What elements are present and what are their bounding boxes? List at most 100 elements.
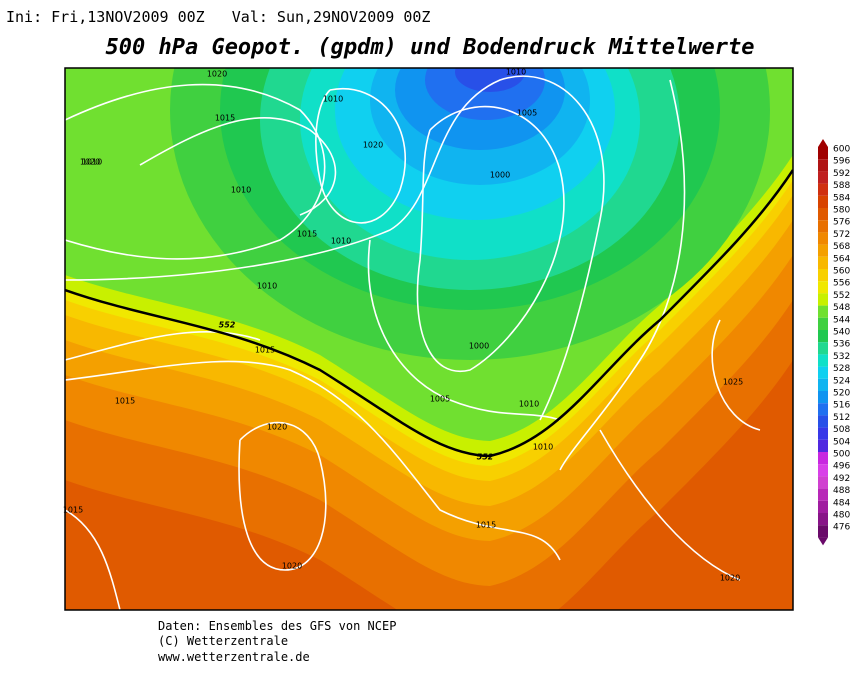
contour-label: 1010 — [82, 158, 102, 167]
colorbar-label: 596 — [833, 157, 850, 167]
colorbar-box — [818, 147, 828, 160]
contour-label: 1010 — [323, 95, 343, 104]
contour-label: 1010 — [506, 68, 526, 77]
contour-label: 1010 — [331, 237, 351, 246]
colorbar-label: 544 — [833, 315, 850, 325]
colorbar-label: 556 — [833, 279, 850, 289]
contour-label: 552 — [219, 321, 236, 330]
colorbar-box — [818, 366, 828, 379]
colorbar-box — [818, 293, 828, 306]
title: 500 hPa Geopot. (gpdm) und Bodendruck Mi… — [105, 35, 754, 60]
colorbar-label: 548 — [833, 303, 850, 313]
colorbar-cap — [818, 537, 828, 546]
colorbar-label: 500 — [833, 450, 850, 460]
colorbar-box — [818, 232, 828, 245]
colorbar-box — [818, 281, 828, 294]
colorbar-label: 568 — [833, 242, 850, 252]
contour-labels: 1020101510201010101010201015101010051000… — [63, 68, 743, 583]
colorbar-label: 536 — [833, 340, 850, 350]
colorbar-box — [818, 330, 828, 343]
colorbar-label: 476 — [833, 523, 850, 533]
colorbar-box — [818, 403, 828, 416]
colorbar-box — [818, 269, 828, 282]
colorbar-label: 564 — [833, 254, 850, 264]
colorbar-label: 572 — [833, 230, 850, 240]
contour-label: 1000 — [490, 171, 510, 180]
map-frame — [64, 67, 794, 611]
colorbar-label: 560 — [833, 267, 850, 277]
colorbar-box — [818, 476, 828, 489]
contour-label: 1005 — [517, 109, 537, 118]
colorbar-box — [818, 500, 828, 513]
colorbar-box — [818, 342, 828, 355]
colorbar-label: 600 — [833, 145, 850, 155]
colorbar-label: 580 — [833, 206, 850, 216]
colorbar-label: 540 — [833, 328, 850, 338]
colorbar-box — [818, 378, 828, 391]
contour-label: 1020 — [207, 70, 227, 79]
contour-label: 1015 — [297, 230, 317, 239]
colorbar-label: 524 — [833, 376, 850, 386]
colorbar-label: 504 — [833, 437, 850, 447]
colorbar-label: 492 — [833, 474, 850, 484]
contour-label: 552 — [477, 453, 494, 462]
colorbar-box — [818, 427, 828, 440]
colorbar-label: 528 — [833, 364, 850, 374]
band — [455, 68, 525, 92]
colorbar-box — [818, 464, 828, 477]
colorbar-label: 496 — [833, 462, 850, 472]
colorbar-box — [818, 256, 828, 269]
contour-label: 1015 — [476, 521, 496, 530]
footer-line: www.wetterzentrale.de — [158, 650, 310, 664]
run-info: Ini: Fri,13NOV2009 00Z Val: Sun,29NOV200… — [6, 8, 430, 26]
colorbar-label: 516 — [833, 401, 850, 411]
colorbar-box — [818, 159, 828, 172]
footer-line: Daten: Ensembles des GFS von NCEP — [158, 619, 396, 633]
colorbar-label: 512 — [833, 413, 850, 423]
isobars — [65, 75, 793, 610]
colorbar-box — [818, 305, 828, 318]
colorbar-box — [818, 415, 828, 428]
contour-label: 1020 — [363, 141, 383, 150]
colorbar-label: 508 — [833, 425, 850, 435]
contour-label: 1025 — [723, 378, 743, 387]
colorbar-box — [818, 208, 828, 221]
contour-label: 1010 — [231, 186, 251, 195]
colorbar-box — [818, 195, 828, 208]
contour-label: 1015 — [215, 114, 235, 123]
contour-label: 1010 — [519, 400, 539, 409]
map — [65, 68, 793, 610]
colorbar-box — [818, 171, 828, 184]
contour-label: 1015 — [115, 397, 135, 406]
colorbar: 600 596 592 588 584 580 576 572 568 564 560 556 552 5… — [818, 139, 850, 546]
colorbar-box — [818, 488, 828, 501]
colorbar-label: 488 — [833, 486, 850, 496]
contour-label: 1010 — [257, 282, 277, 291]
colorbar-label: 520 — [833, 389, 850, 399]
colorbar-cap — [818, 139, 828, 147]
colorbar-box — [818, 354, 828, 367]
colorbar-box — [818, 513, 828, 526]
colorbar-label: 592 — [833, 169, 850, 179]
colorbar-box — [818, 452, 828, 465]
colorbar-label: 584 — [833, 193, 850, 203]
contour-label: 1000 — [469, 342, 489, 351]
colorbar-label: 576 — [833, 218, 850, 228]
colorbar-label: 532 — [833, 352, 850, 362]
colorbar-box — [818, 220, 828, 233]
colorbar-label: 552 — [833, 291, 850, 301]
contour-label: 1020 — [80, 158, 100, 167]
colorbar-box — [818, 391, 828, 404]
contour-label: 1020 — [282, 562, 302, 571]
colorbar-label: 588 — [833, 181, 850, 191]
contour-label: 1015 — [255, 346, 275, 355]
colorbar-box — [818, 439, 828, 452]
contour-label: 1020 — [720, 574, 740, 583]
contour-label: 1010 — [533, 443, 553, 452]
contour-label: 1020 — [267, 423, 287, 432]
colorbar-label: 480 — [833, 511, 850, 521]
colorbar-box — [818, 183, 828, 196]
contour-label: 1005 — [430, 395, 450, 404]
colorbar-box — [818, 525, 828, 538]
